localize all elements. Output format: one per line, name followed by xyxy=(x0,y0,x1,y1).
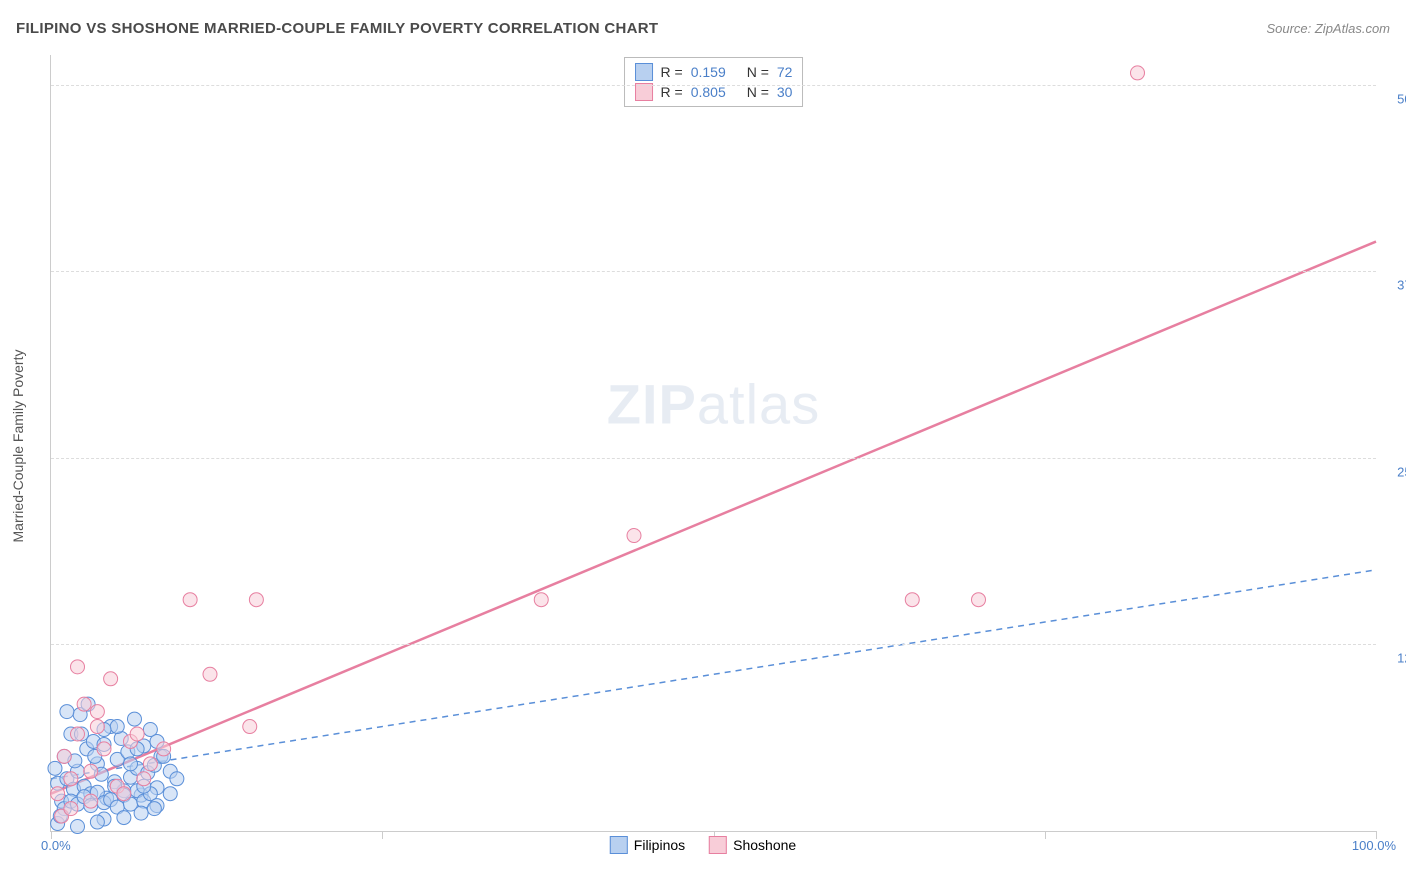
legend-swatch xyxy=(635,63,653,81)
n-value: 30 xyxy=(777,84,793,100)
scatter-point xyxy=(143,757,157,771)
scatter-point xyxy=(124,757,138,771)
chart-container: FILIPINO VS SHOSHONE MARRIED-COUPLE FAMI… xyxy=(0,0,1406,892)
r-value: 0.159 xyxy=(691,64,739,80)
legend-correlation: R = 0.159 N = 72 R = 0.805 N = 30 xyxy=(624,57,804,107)
scatter-point xyxy=(627,529,641,543)
scatter-point xyxy=(137,772,151,786)
scatter-point xyxy=(71,820,85,834)
scatter-point xyxy=(972,593,986,607)
r-label: R = xyxy=(661,84,683,100)
y-axis-title: Married-Couple Family Poverty xyxy=(10,350,26,543)
scatter-point xyxy=(60,705,74,719)
r-label: R = xyxy=(661,64,683,80)
scatter-point xyxy=(243,720,257,734)
r-value: 0.805 xyxy=(691,84,739,100)
scatter-point xyxy=(1131,66,1145,80)
x-tick-label-min: 0.0% xyxy=(41,838,71,853)
gridline-h xyxy=(51,271,1376,272)
scatter-point xyxy=(64,802,78,816)
x-tick-label-max: 100.0% xyxy=(1352,838,1396,853)
scatter-point xyxy=(57,749,71,763)
legend-swatch xyxy=(709,836,727,854)
n-value: 72 xyxy=(777,64,793,80)
legend-label: Filipinos xyxy=(634,837,685,853)
scatter-point xyxy=(71,660,85,674)
scatter-point xyxy=(84,794,98,808)
legend-item: Shoshone xyxy=(709,836,796,854)
scatter-point xyxy=(163,787,177,801)
y-tick-label: 37.5% xyxy=(1397,278,1406,293)
chart-title: FILIPINO VS SHOSHONE MARRIED-COUPLE FAMI… xyxy=(16,20,658,37)
legend-item: Filipinos xyxy=(610,836,685,854)
scatter-point xyxy=(84,764,98,778)
title-bar: FILIPINO VS SHOSHONE MARRIED-COUPLE FAMI… xyxy=(16,20,1390,37)
scatter-point xyxy=(905,593,919,607)
legend-series: Filipinos Shoshone xyxy=(610,836,796,854)
scatter-point xyxy=(117,811,131,825)
tick-v xyxy=(382,831,383,839)
scatter-point xyxy=(130,727,144,741)
scatter-point xyxy=(134,806,148,820)
scatter-point xyxy=(534,593,548,607)
scatter-point xyxy=(90,815,104,829)
legend-swatch xyxy=(610,836,628,854)
legend-row: R = 0.159 N = 72 xyxy=(635,62,793,82)
scatter-point xyxy=(183,593,197,607)
tick-v xyxy=(1045,831,1046,839)
scatter-point xyxy=(170,772,184,786)
scatter-point xyxy=(97,742,111,756)
scatter-point xyxy=(90,720,104,734)
scatter-point xyxy=(203,667,217,681)
legend-label: Shoshone xyxy=(733,837,796,853)
scatter-point xyxy=(110,720,124,734)
scatter-point xyxy=(48,761,62,775)
scatter-point xyxy=(127,712,141,726)
gridline-h xyxy=(51,458,1376,459)
plot-area: ZIPatlas R =0.159N =72R =0.805N =30 12.5… xyxy=(50,55,1376,832)
scatter-point xyxy=(157,742,171,756)
scatter-point xyxy=(249,593,263,607)
gridline-h xyxy=(51,85,1376,86)
source-label: Source: ZipAtlas.com xyxy=(1266,21,1390,36)
plot-svg xyxy=(51,55,1376,831)
n-label: N = xyxy=(747,84,769,100)
scatter-point xyxy=(117,787,131,801)
scatter-point xyxy=(71,727,85,741)
scatter-point xyxy=(64,772,78,786)
scatter-point xyxy=(90,705,104,719)
scatter-point xyxy=(77,697,91,711)
gridline-h xyxy=(51,644,1376,645)
scatter-point xyxy=(51,787,65,801)
n-label: N = xyxy=(747,64,769,80)
scatter-point xyxy=(147,802,161,816)
y-tick-label: 12.5% xyxy=(1397,651,1406,666)
trend-line xyxy=(51,242,1376,794)
y-tick-label: 25.0% xyxy=(1397,464,1406,479)
scatter-point xyxy=(104,672,118,686)
y-tick-label: 50.0% xyxy=(1397,91,1406,106)
